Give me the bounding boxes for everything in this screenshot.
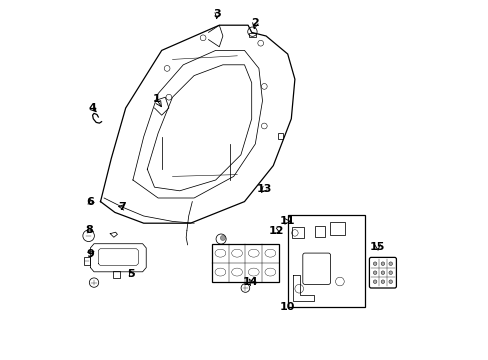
Bar bbox=[329, 222, 344, 235]
Bar bbox=[84, 257, 90, 265]
Circle shape bbox=[380, 262, 384, 266]
Bar bbox=[314, 226, 325, 237]
Text: 8: 8 bbox=[85, 225, 93, 235]
Circle shape bbox=[220, 235, 225, 240]
Bar bbox=[287, 215, 365, 307]
Text: 2: 2 bbox=[251, 18, 259, 28]
Bar bbox=[113, 271, 120, 278]
Text: 14: 14 bbox=[243, 276, 258, 287]
Bar bbox=[248, 33, 256, 37]
Text: 4: 4 bbox=[88, 103, 96, 113]
Text: 13: 13 bbox=[256, 184, 271, 194]
Circle shape bbox=[380, 271, 384, 274]
Text: 3: 3 bbox=[213, 9, 221, 19]
Bar bbox=[291, 227, 303, 238]
Circle shape bbox=[372, 280, 376, 284]
Bar bbox=[212, 244, 278, 282]
Text: 12: 12 bbox=[268, 226, 284, 236]
Circle shape bbox=[388, 262, 392, 266]
Circle shape bbox=[372, 271, 376, 274]
Text: 5: 5 bbox=[127, 269, 135, 279]
Text: 15: 15 bbox=[369, 242, 385, 252]
Bar bbox=[277, 133, 283, 139]
Circle shape bbox=[388, 271, 392, 274]
Text: 1: 1 bbox=[152, 94, 160, 104]
Circle shape bbox=[372, 262, 376, 266]
Circle shape bbox=[380, 280, 384, 284]
Text: 11: 11 bbox=[279, 216, 294, 226]
Text: 9: 9 bbox=[86, 249, 94, 259]
Text: 10: 10 bbox=[279, 302, 294, 312]
Text: 7: 7 bbox=[118, 202, 126, 212]
Text: 6: 6 bbox=[85, 197, 93, 207]
Circle shape bbox=[388, 280, 392, 284]
